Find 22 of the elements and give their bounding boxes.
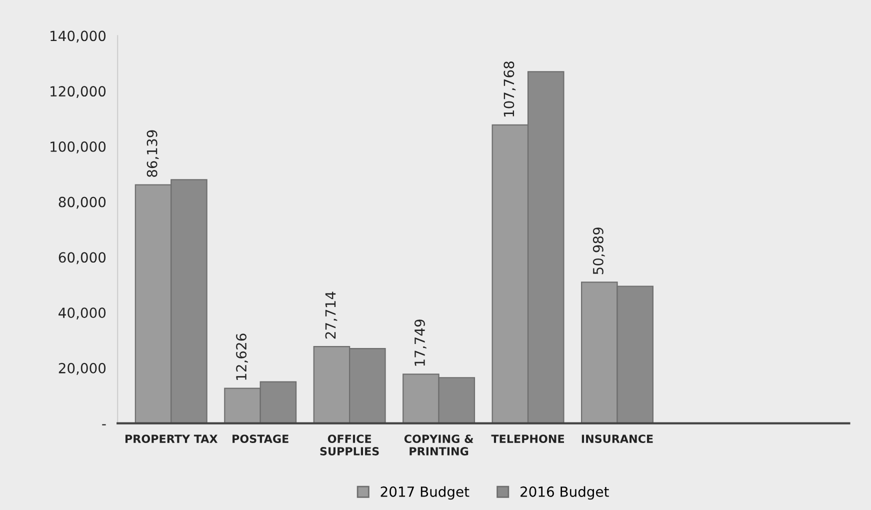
y-tick-label: 100,000 bbox=[50, 141, 106, 154]
x-tick-label: INSURANCE bbox=[582, 434, 653, 444]
legend-label: 2017 Budget bbox=[380, 486, 470, 500]
x-tick-label: OFFICE SUPPLIES bbox=[320, 434, 379, 456]
x-tick-label: TELEPHONE bbox=[491, 434, 564, 444]
y-tick-label: 140,000 bbox=[50, 30, 106, 43]
data-label: 50,989 bbox=[592, 228, 605, 274]
data-label: 86,139 bbox=[146, 130, 159, 177]
y-tick-label: 120,000 bbox=[50, 86, 106, 98]
y-tick-label: - bbox=[102, 424, 106, 426]
y-tick-label: 80,000 bbox=[58, 196, 106, 209]
y-tick-label: 40,000 bbox=[58, 308, 106, 320]
data-label: 27,714 bbox=[325, 292, 338, 339]
y-tick-label: 60,000 bbox=[58, 252, 106, 264]
x-tick-label: POSTAGE bbox=[232, 434, 288, 444]
data-label: 12,626 bbox=[236, 334, 248, 380]
y-tick-label: 20,000 bbox=[58, 362, 106, 375]
x-tick-label: PROPERTY TAX bbox=[125, 434, 218, 444]
legend-label: 2016 Budget bbox=[520, 486, 609, 500]
data-label: 107,768 bbox=[504, 62, 516, 116]
data-label: 17,749 bbox=[414, 320, 426, 366]
x-tick-label: COPYING & PRINTING bbox=[404, 434, 474, 456]
